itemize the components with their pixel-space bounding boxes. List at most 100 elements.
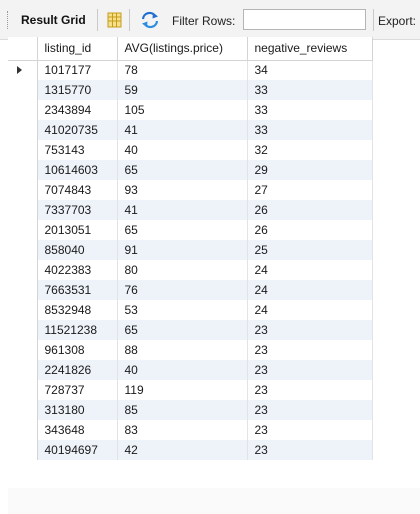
listing-id-cell[interactable]: 7663531 [37, 280, 118, 300]
avg-price-cell[interactable]: 85 [117, 400, 248, 420]
avg-price-cell[interactable]: 76 [117, 280, 248, 300]
row-marker[interactable] [8, 260, 38, 280]
table-row[interactable]: 10614603 65 29 [8, 160, 373, 180]
negative-reviews-cell[interactable]: 33 [247, 80, 373, 100]
listing-id-cell[interactable]: 1017177 [37, 60, 118, 80]
avg-price-cell[interactable]: 40 [117, 360, 248, 380]
result-grid[interactable]: listing_id AVG(listings.price) negative_… [8, 37, 373, 460]
avg-price-cell[interactable]: 78 [117, 60, 248, 80]
avg-price-cell[interactable]: 105 [117, 100, 248, 120]
listing-id-cell[interactable]: 41020735 [37, 120, 118, 140]
listing-id-cell[interactable]: 753143 [37, 140, 118, 160]
avg-price-cell[interactable]: 80 [117, 260, 248, 280]
negative-reviews-cell[interactable]: 34 [247, 60, 373, 80]
negative-reviews-cell[interactable]: 25 [247, 240, 373, 260]
negative-reviews-cell[interactable]: 29 [247, 160, 373, 180]
grid-view-icon[interactable] [106, 11, 124, 32]
row-marker[interactable] [8, 220, 38, 240]
negative-reviews-cell[interactable]: 23 [247, 440, 373, 460]
row-marker[interactable] [8, 180, 38, 200]
toolbar-grip[interactable] [7, 11, 10, 29]
avg-price-cell[interactable]: 59 [117, 80, 248, 100]
listing-id-cell[interactable]: 40194697 [37, 440, 118, 460]
table-row[interactable]: 40194697 42 23 [8, 440, 373, 460]
avg-price-cell[interactable]: 42 [117, 440, 248, 460]
row-marker[interactable] [8, 140, 38, 160]
table-row[interactable]: 7074843 93 27 [8, 180, 373, 200]
row-marker[interactable] [8, 280, 38, 300]
table-row[interactable]: 7663531 76 24 [8, 280, 373, 300]
negative-reviews-cell[interactable]: 23 [247, 320, 373, 340]
avg-price-cell[interactable]: 65 [117, 320, 248, 340]
row-marker[interactable] [8, 320, 38, 340]
negative-reviews-cell[interactable]: 32 [247, 140, 373, 160]
row-marker[interactable] [8, 100, 38, 120]
row-marker[interactable] [8, 240, 38, 260]
row-marker[interactable] [8, 200, 38, 220]
listing-id-cell[interactable]: 11521238 [37, 320, 118, 340]
table-row[interactable]: 313180 85 23 [8, 400, 373, 420]
listing-id-cell[interactable]: 7074843 [37, 180, 118, 200]
negative-reviews-cell[interactable]: 33 [247, 100, 373, 120]
row-marker[interactable] [8, 440, 38, 460]
table-row[interactable]: 4022383 80 24 [8, 260, 373, 280]
listing-id-cell[interactable]: 4022383 [37, 260, 118, 280]
negative-reviews-cell[interactable]: 23 [247, 420, 373, 440]
avg-price-cell[interactable]: 83 [117, 420, 248, 440]
negative-reviews-cell[interactable]: 23 [247, 380, 373, 400]
row-marker[interactable] [8, 420, 38, 440]
table-row[interactable]: 858040 91 25 [8, 240, 373, 260]
listing-id-cell[interactable]: 10614603 [37, 160, 118, 180]
negative-reviews-cell[interactable]: 24 [247, 260, 373, 280]
listing-id-cell[interactable]: 961308 [37, 340, 118, 360]
avg-price-cell[interactable]: 40 [117, 140, 248, 160]
negative-reviews-cell[interactable]: 23 [247, 360, 373, 380]
table-row[interactable]: 2241826 40 23 [8, 360, 373, 380]
listing-id-cell[interactable]: 8532948 [37, 300, 118, 320]
table-row[interactable]: 2013051 65 26 [8, 220, 373, 240]
listing-id-cell[interactable]: 2241826 [37, 360, 118, 380]
listing-id-cell[interactable]: 343648 [37, 420, 118, 440]
negative-reviews-cell[interactable]: 24 [247, 300, 373, 320]
filter-rows-input[interactable] [243, 9, 366, 30]
avg-price-cell[interactable]: 41 [117, 200, 248, 220]
column-header-listing-id[interactable]: listing_id [37, 37, 118, 61]
row-marker[interactable] [8, 380, 38, 400]
listing-id-cell[interactable]: 1315770 [37, 80, 118, 100]
table-row[interactable]: 41020735 41 33 [8, 120, 373, 140]
row-marker[interactable] [8, 80, 38, 100]
table-row[interactable]: 728737 119 23 [8, 380, 373, 400]
row-marker[interactable] [8, 300, 38, 320]
result-grid-title[interactable]: Result Grid [21, 13, 86, 27]
avg-price-cell[interactable]: 91 [117, 240, 248, 260]
avg-price-cell[interactable]: 65 [117, 220, 248, 240]
negative-reviews-cell[interactable]: 23 [247, 400, 373, 420]
avg-price-cell[interactable]: 65 [117, 160, 248, 180]
export-label[interactable]: Export: [378, 14, 417, 28]
refresh-icon[interactable] [140, 11, 160, 32]
table-row[interactable]: 961308 88 23 [8, 340, 373, 360]
column-header-negative-reviews[interactable]: negative_reviews [247, 37, 373, 61]
row-marker[interactable] [8, 160, 38, 180]
table-row[interactable]: 7337703 41 26 [8, 200, 373, 220]
negative-reviews-cell[interactable]: 24 [247, 280, 373, 300]
table-row[interactable]: 1017177 78 34 [8, 60, 373, 80]
row-marker[interactable] [8, 360, 38, 380]
table-row[interactable]: 343648 83 23 [8, 420, 373, 440]
avg-price-cell[interactable]: 53 [117, 300, 248, 320]
listing-id-cell[interactable]: 313180 [37, 400, 118, 420]
negative-reviews-cell[interactable]: 26 [247, 220, 373, 240]
listing-id-cell[interactable]: 858040 [37, 240, 118, 260]
row-marker[interactable] [8, 60, 38, 80]
listing-id-cell[interactable]: 728737 [37, 380, 118, 400]
negative-reviews-cell[interactable]: 33 [247, 120, 373, 140]
row-marker[interactable] [8, 120, 38, 140]
negative-reviews-cell[interactable]: 23 [247, 340, 373, 360]
listing-id-cell[interactable]: 7337703 [37, 200, 118, 220]
column-header-avg-price[interactable]: AVG(listings.price) [117, 37, 248, 61]
avg-price-cell[interactable]: 88 [117, 340, 248, 360]
row-header-corner[interactable] [8, 37, 38, 61]
listing-id-cell[interactable]: 2343894 [37, 100, 118, 120]
table-row[interactable]: 11521238 65 23 [8, 320, 373, 340]
avg-price-cell[interactable]: 41 [117, 120, 248, 140]
